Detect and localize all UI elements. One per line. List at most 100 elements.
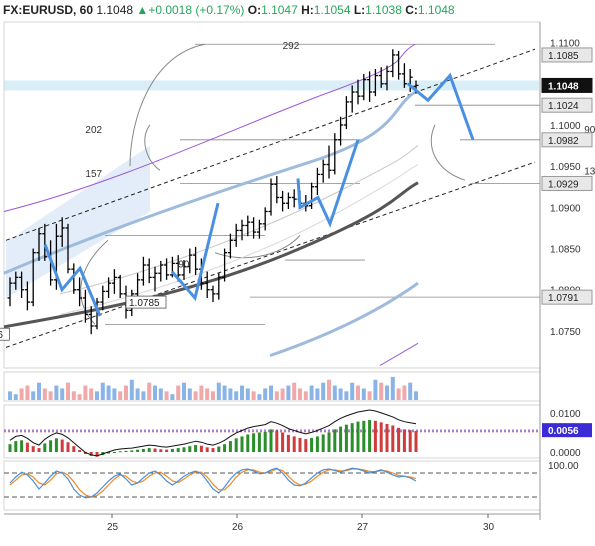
ohlc-bar [13,271,19,290]
price-label: 1.1085 [548,51,579,62]
stoch-d-line [9,468,417,498]
price-label-box [541,77,593,93]
close-value: 1.1048 [417,3,455,17]
macd-bar [159,449,163,452]
volume-bar [83,385,88,400]
low-label: L: [353,3,366,17]
macd-bar [286,434,290,452]
macd-bar [344,424,348,452]
macd-bar [379,422,383,452]
macd-bar [391,425,395,452]
volume-bar [385,385,389,400]
macd-bar [240,436,244,452]
volume-bar [344,391,349,400]
volume-bar [170,394,175,400]
ohlc-bar [181,260,187,280]
volume-bar [77,394,82,400]
boxed-price-frame [125,295,167,309]
volume-bar [216,382,221,400]
ohlc-bar [100,285,106,311]
fib-annotation: 202 [85,125,102,136]
fib-arcs [80,43,466,325]
ohlc-bar [140,256,146,286]
volume-bar [321,382,326,400]
macd-line [9,409,417,457]
volume-bar [66,382,70,400]
macd-bar [223,444,227,452]
macd-bar [194,444,198,452]
boxed-price-label: 1.0785 [129,298,160,309]
macd-bar [321,434,325,452]
macd-bar [66,442,70,452]
ohlc-bar [361,73,367,101]
ma-blue-lower [269,281,419,358]
volume-bar [373,379,378,400]
macd-bar [153,448,157,452]
macd-bar [107,452,111,454]
volume-bar [286,385,291,400]
forecast-path-d [407,72,475,141]
price-label-box [541,175,593,191]
price-tick-label: 1.0900 [550,203,581,214]
ohlc-bar [396,50,402,80]
ohlc-bar [285,192,291,210]
ohlc-bar [227,233,233,259]
volume-bar [414,391,418,400]
ohlc-bar [338,116,344,146]
volume-bar [95,391,99,400]
macd-bar [124,450,128,452]
ohlc-bar [251,217,257,239]
macd-bar [89,452,93,456]
macd-bar [281,432,285,452]
volume-bar [100,382,105,400]
ohlc-bar [152,266,158,292]
arc-90-left [80,239,109,325]
volume-bar [129,379,134,400]
forecast-paths [43,72,475,317]
macd-bar [49,440,53,452]
forecast-path-b [170,202,220,302]
macd-bar [182,447,186,452]
volume-bar [280,388,285,400]
macd-bar [20,440,24,452]
macd-bar [402,429,406,452]
volume-bar [31,391,36,400]
price-label: 1.1024 [548,101,579,112]
price-label-box [541,289,593,305]
macd-bar [310,437,314,452]
macd-bar [257,432,261,452]
ohlc-bar [59,217,65,247]
volume-bar [153,385,157,400]
volume-bar [124,385,128,400]
macd-bar [54,438,58,452]
volume-bar [257,394,262,400]
close-label: C: [405,3,418,17]
ohlc-bar [349,85,355,113]
macd-bar [339,426,343,452]
chart-header: FX:EURUSD, 60 1.1048 ▲+0.0018 (+0.17%) O… [3,3,455,17]
macd-tick-label: 0.0000 [550,448,581,459]
time-tick-label: 26 [232,522,244,533]
macd-bar [43,443,47,452]
forecast-path-a [43,243,102,317]
ohlc-bar [193,246,199,275]
ohlc-bar [314,167,320,195]
volume-bar [309,385,314,400]
volume-bar [240,385,244,400]
time-tick-label: 27 [357,522,369,533]
macd-bar [72,446,76,452]
macd-current-box [542,423,592,438]
ohlc-bar [158,260,164,282]
price-label: 1.0982 [548,136,579,147]
upper-channel-line [5,48,536,241]
open-value: 1.1047 [261,3,298,17]
ohlc-bar [82,289,88,323]
ohlc-bar [390,49,396,78]
volume-bar [48,391,53,400]
volume-bar [205,388,210,400]
arc-292 [129,43,206,167]
volume-bar [176,385,181,400]
macd-bar [165,449,169,452]
macd-bar [356,421,360,452]
